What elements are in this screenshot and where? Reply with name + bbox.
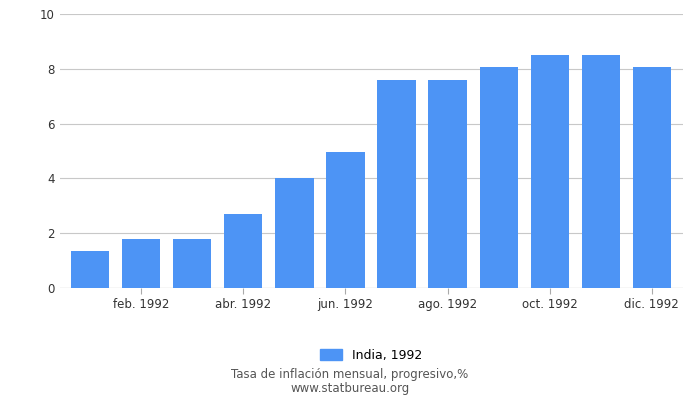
Bar (428, 80, 467, 288)
Bar (480, 68, 518, 288)
Bar (326, 152, 365, 288)
Bar (633, 68, 671, 288)
Bar (531, 55, 569, 288)
Bar (377, 80, 416, 288)
Bar (173, 239, 211, 288)
Text: www.statbureau.org: www.statbureau.org (290, 382, 410, 395)
Legend: India, 1992: India, 1992 (320, 349, 422, 362)
Bar (582, 55, 620, 288)
Bar (224, 214, 262, 288)
Bar (71, 251, 109, 288)
Bar (275, 178, 314, 288)
Bar (122, 239, 160, 288)
Text: Tasa de inflación mensual, progresivo,%: Tasa de inflación mensual, progresivo,% (232, 368, 468, 381)
